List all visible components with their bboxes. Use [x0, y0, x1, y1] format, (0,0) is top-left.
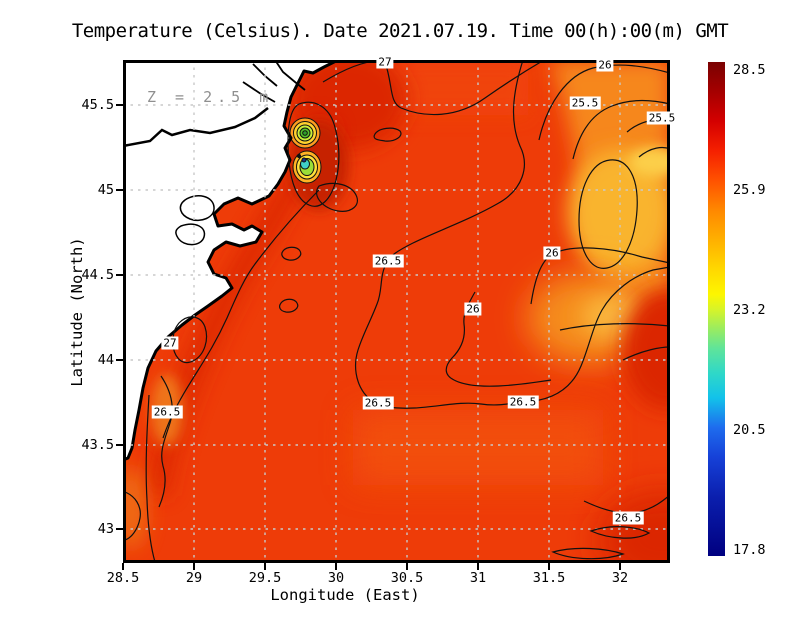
contour-label: 27: [161, 336, 179, 350]
y-tick-mark: [116, 359, 123, 361]
x-tick-label: 31.5: [532, 570, 566, 586]
danube-river-and-lagoons: [123, 60, 306, 246]
x-tick-mark: [406, 563, 408, 570]
temperature-map: [123, 60, 670, 563]
x-tick-label: 29.5: [248, 570, 282, 586]
y-tick-label: 43: [97, 521, 114, 537]
chart-title: Temperature (Celsius). Date 2021.07.19. …: [71, 20, 729, 42]
y-tick-label: 44: [97, 352, 114, 368]
contour-label: 26: [464, 302, 482, 316]
x-tick-label: 31: [469, 570, 487, 586]
y-tick-mark: [116, 444, 123, 446]
contour-label: 26: [596, 58, 614, 72]
map-plot-area: Z = 2.5 m 27 26 25.5 25.5 26.5 26 26 27 26.5 26.5…: [123, 55, 678, 563]
gridlines: [123, 60, 670, 563]
y-axis-title: Latitude (North): [68, 237, 86, 387]
x-tick-mark: [477, 563, 479, 570]
colorbar-tick-label: 25.9: [733, 182, 766, 198]
contour-label: 25.5: [569, 96, 601, 110]
colorbar-tick-label: 17.8: [733, 542, 766, 558]
contour-label: 26.5: [151, 405, 183, 419]
colorbar-tick-label: 20.5: [733, 422, 766, 438]
contour-label: 26.5: [507, 395, 539, 409]
x-axis-title: Longitude (East): [270, 586, 420, 604]
y-tick-label: 43.5: [81, 437, 114, 453]
y-tick-mark: [116, 528, 123, 530]
contour-label: 26.5: [362, 396, 394, 410]
x-tick-mark: [264, 563, 266, 570]
contour-label: 27: [376, 55, 394, 69]
y-tick-mark: [116, 274, 123, 276]
x-tick-label: 32: [611, 570, 629, 586]
contour-label: 26.5: [612, 511, 644, 525]
y-tick-mark: [116, 189, 123, 191]
y-tick-label: 45: [97, 182, 114, 198]
x-tick-mark: [619, 563, 621, 570]
x-tick-label: 30.5: [390, 570, 424, 586]
x-tick-label: 30: [327, 570, 345, 586]
x-tick-label: 29: [185, 570, 203, 586]
depth-annotation: Z = 2.5 m: [147, 88, 274, 106]
plot-frame: [123, 60, 670, 563]
x-tick-label: 28.5: [106, 570, 140, 586]
upwelling-spot-south: [292, 150, 322, 184]
colorbar-tick-label: 23.2: [733, 302, 766, 318]
coastline-land: [123, 60, 340, 462]
y-tick-label: 44.5: [81, 267, 114, 283]
y-tick-label: 45.5: [81, 97, 114, 113]
contour-label: 25.5: [646, 111, 678, 125]
x-tick-mark: [193, 563, 195, 570]
colorbar: [708, 62, 725, 556]
x-tick-mark: [122, 563, 124, 570]
contour-label: 26: [543, 246, 561, 260]
plot-overlay: Z = 2.5 m 27 26 25.5 25.5 26.5 26 26 27 26.5 26.5…: [123, 55, 678, 563]
x-tick-mark: [548, 563, 550, 570]
upwelling-spot-north: [289, 117, 321, 149]
contour-lines: [124, 60, 670, 563]
y-tick-mark: [116, 104, 123, 106]
x-tick-mark: [335, 563, 337, 570]
colorbar-tick-label: 28.5: [733, 62, 766, 78]
contour-label: 26.5: [372, 254, 404, 268]
